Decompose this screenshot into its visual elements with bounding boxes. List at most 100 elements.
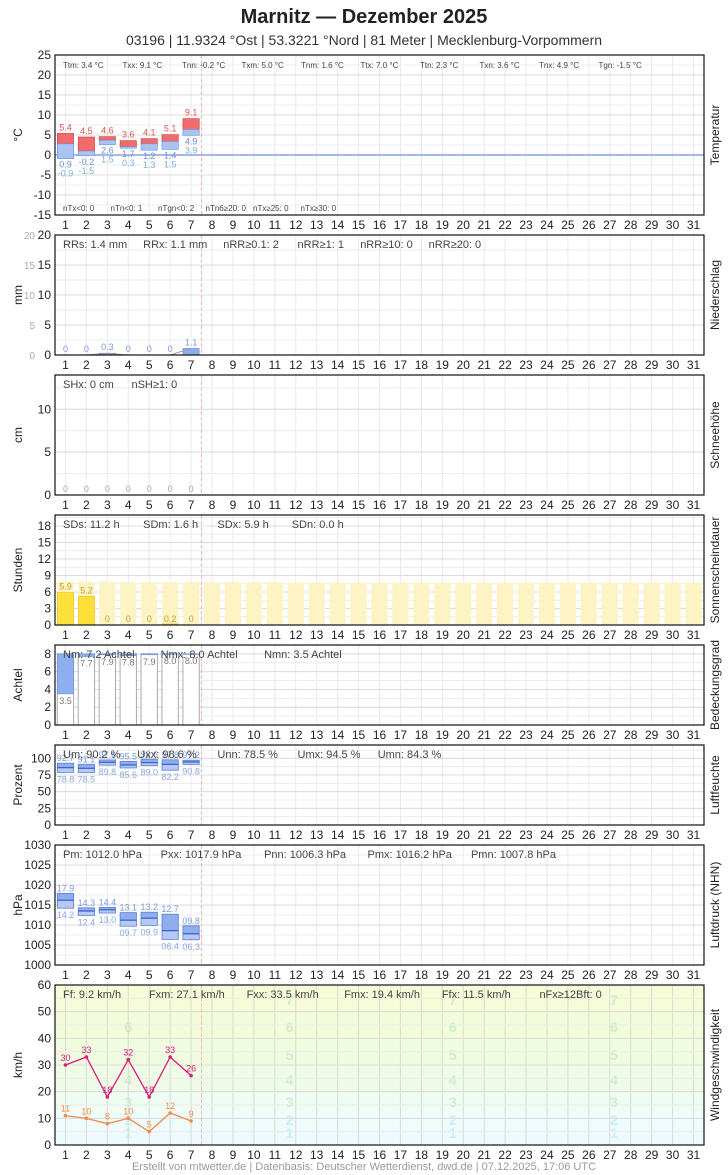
x-tick-label: 17 (394, 628, 408, 642)
stat-label: Nmn: 3.5 Achtel (264, 649, 342, 661)
x-tick-label: 13 (310, 498, 324, 512)
x-tick-label: 20 (457, 498, 471, 512)
x-tick-label: 3 (104, 628, 111, 642)
sun-possible-bar (224, 582, 242, 625)
x-tick-label: 29 (645, 728, 659, 742)
svg-text:0: 0 (63, 344, 68, 354)
svg-text:91.1: 91.1 (78, 754, 96, 764)
x-tick-label: 24 (540, 968, 554, 982)
x-tick-label: 7 (188, 968, 195, 982)
x-tick-label: 6 (167, 1148, 174, 1162)
x-tick-label: 12 (289, 358, 303, 372)
x-tick-label: 13 (310, 1148, 324, 1162)
svg-text:78.8: 78.8 (57, 774, 75, 784)
sun-possible-bar (266, 582, 283, 625)
svg-text:90.8: 90.8 (182, 766, 200, 776)
cloud-bar (119, 653, 137, 656)
x-tick-label: 10 (247, 498, 261, 512)
x-tick-label: 17 (394, 968, 408, 982)
x-tick-label: 18 (415, 628, 429, 642)
svg-text:5: 5 (147, 1120, 152, 1130)
x-tick-label: 14 (331, 728, 345, 742)
x-tick-label: 10 (247, 358, 261, 372)
y-tick-label: 25 (38, 801, 52, 815)
x-tick-label: 2 (83, 968, 90, 982)
x-tick-label: 21 (477, 628, 491, 642)
sun-possible-bar (622, 582, 639, 625)
beaufort-label: 5 (449, 1047, 457, 1063)
svg-text:0.3: 0.3 (101, 342, 114, 352)
x-tick-label: 5 (146, 218, 153, 232)
y-tick-label: 5 (44, 445, 51, 459)
x-tick-label: 23 (519, 628, 533, 642)
x-tick-label: 23 (519, 1148, 533, 1162)
x-tick-label: 19 (436, 968, 450, 982)
x-tick-label: 16 (373, 1148, 387, 1162)
x-tick-label: 3 (104, 828, 111, 842)
chart-luftdruck: 103010251020101510101005100017.914.214.3… (11, 838, 722, 982)
stat-label: nRR≥10: 0 (360, 239, 413, 251)
x-tick-label: 18 (415, 498, 429, 512)
sun-possible-bar (601, 582, 618, 625)
x-tick-label: 2 (83, 358, 90, 372)
y-tick-label: 50 (38, 785, 52, 799)
x-tick-label: 9 (230, 968, 237, 982)
x-tick-label: 6 (167, 218, 174, 232)
sun-possible-bar (120, 582, 137, 625)
svg-text:06.4: 06.4 (161, 941, 179, 951)
x-tick-label: 15 (352, 498, 366, 512)
svg-text:1.5: 1.5 (101, 155, 114, 165)
svg-text:17.9: 17.9 (57, 883, 75, 893)
svg-text:-1.5: -1.5 (79, 166, 95, 176)
x-tick-label: 20 (457, 218, 471, 232)
stat-label: Pm: 1012.0 hPa (63, 849, 143, 861)
x-tick-label: 17 (394, 218, 408, 232)
x-tick-label: 1 (62, 358, 69, 372)
svg-text:5.2: 5.2 (80, 585, 93, 595)
svg-text:82.2: 82.2 (161, 772, 179, 782)
svg-text:18: 18 (102, 1085, 112, 1095)
stat-label: Nmx: 8.0 Achtel (161, 649, 238, 661)
cloud-bar (77, 653, 95, 657)
x-tick-label: 23 (519, 358, 533, 372)
tmax-bar (119, 140, 137, 147)
sun-possible-bar (434, 582, 451, 625)
stat-label: SDx: 5.9 h (217, 519, 268, 531)
sun-possible-bar (350, 582, 367, 625)
beaufort-label: 7 (610, 992, 618, 1008)
x-tick-label: 26 (582, 628, 596, 642)
x-tick-label: 10 (247, 1148, 261, 1162)
stat-label: nRR≥20: 0 (429, 239, 482, 251)
svg-text:1.3: 1.3 (143, 160, 156, 170)
y-tick-label: 4 (44, 682, 51, 696)
y-tick-label: -15 (34, 208, 52, 222)
svg-text:5.4: 5.4 (59, 122, 72, 132)
stat-label: Tgn: -1.5 °C (599, 61, 642, 70)
x-tick-label: 11 (269, 968, 282, 982)
y-tick-label: 1000 (24, 958, 51, 972)
svg-text:33: 33 (165, 1045, 175, 1055)
x-tick-label: 6 (167, 728, 174, 742)
x-tick-label: 12 (289, 498, 303, 512)
x-tick-label: 1 (62, 728, 69, 742)
x-tick-label: 11 (269, 1148, 282, 1162)
sun-possible-bar (559, 582, 577, 625)
svg-text:14.3: 14.3 (78, 898, 96, 908)
y-tick-label: 0 (44, 818, 51, 832)
x-tick-label: 31 (687, 828, 701, 842)
x-tick-label: 29 (645, 968, 659, 982)
y-tick-label: 1030 (24, 838, 51, 852)
x-tick-label: 26 (582, 1148, 596, 1162)
x-tick-label: 4 (125, 628, 132, 642)
cloud-bar (98, 653, 116, 656)
svg-text:7.8: 7.8 (122, 658, 135, 668)
stat-label: nRR≥0.1: 2 (223, 239, 279, 251)
x-tick-label: 22 (498, 728, 512, 742)
x-tick-label: 15 (352, 358, 366, 372)
x-tick-label: 21 (477, 968, 491, 982)
x-tick-label: 28 (624, 358, 638, 372)
x-tick-label: 9 (230, 828, 237, 842)
x-tick-label: 8 (209, 728, 216, 742)
x-tick-label: 6 (167, 498, 174, 512)
stat-label: RRx: 1.1 mm (143, 239, 207, 251)
